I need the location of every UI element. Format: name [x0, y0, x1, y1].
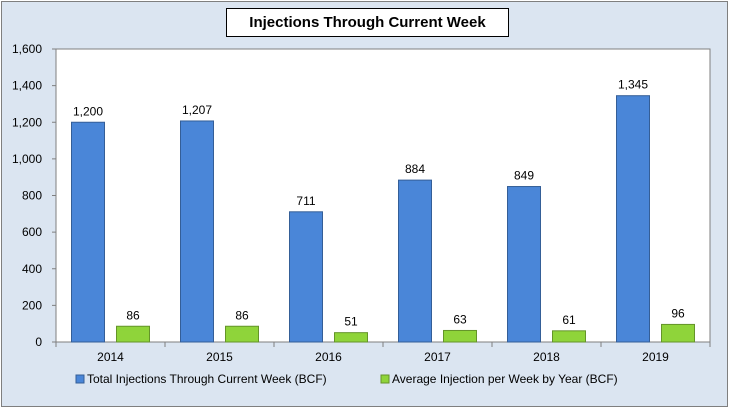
- average-injection-bar: [334, 332, 368, 343]
- total-injection-bar-highlight: [290, 212, 322, 216]
- average-injection-value-label: 96: [671, 306, 685, 320]
- average-injection-bar: [552, 330, 586, 343]
- average-injection-bar: [443, 329, 477, 343]
- average-injection-bar: [661, 323, 695, 343]
- average-injection-value-label: 63: [453, 312, 467, 326]
- average-injection-bar: [225, 325, 259, 343]
- x-tick-label: 2015: [206, 350, 233, 364]
- total-injection-value-label: 711: [296, 194, 315, 208]
- x-tick-label: 2019: [642, 350, 669, 364]
- total-injection-bar: [616, 95, 650, 343]
- y-tick-label: 1,400: [12, 79, 42, 93]
- x-tick-label: 2014: [97, 350, 124, 364]
- average-injection-value-label: 51: [344, 315, 358, 329]
- y-tick-label: 1,000: [12, 152, 42, 166]
- x-tick-label: 2018: [533, 350, 560, 364]
- total-injection-bar: [507, 186, 541, 343]
- total-injection-bar-highlight: [508, 187, 540, 191]
- average-injection-bar-highlight: [444, 331, 476, 335]
- total-injection-value-label: 849: [514, 169, 534, 183]
- total-injection-value-label: 884: [405, 162, 425, 176]
- x-tick-label: 2016: [315, 350, 342, 364]
- total-injection-bar: [398, 179, 432, 343]
- y-tick-label: 600: [22, 225, 42, 239]
- x-tick-label: 2017: [424, 350, 451, 364]
- total-injection-bar: [289, 211, 323, 343]
- legend-label: Total Injections Through Current Week (B…: [87, 372, 327, 386]
- total-injection-bar-highlight: [617, 96, 649, 100]
- average-injection-value-label: 86: [126, 308, 140, 322]
- y-tick-label: 1,600: [12, 42, 42, 56]
- total-injection-bar: [71, 121, 105, 343]
- average-injection-bar-highlight: [117, 327, 149, 331]
- average-injection-bar-highlight: [226, 327, 258, 331]
- plot-area: [55, 48, 711, 343]
- total-injection-value-label: 1,200: [73, 104, 103, 118]
- average-injection-bar-highlight: [335, 333, 367, 337]
- chart-title: Injections Through Current Week: [226, 8, 509, 37]
- y-tick-label: 200: [22, 298, 42, 312]
- total-injection-bar: [180, 120, 214, 343]
- total-injection-value-label: 1,345: [618, 78, 648, 92]
- average-injection-bar-highlight: [553, 331, 585, 335]
- total-injection-value-label: 1,207: [182, 103, 212, 117]
- y-tick-label: 0: [35, 335, 42, 349]
- average-injection-bar: [116, 325, 150, 343]
- average-injection-value-label: 61: [562, 313, 576, 327]
- total-injection-bar-highlight: [399, 181, 431, 185]
- legend-label: Average Injection per Week by Year (BCF): [392, 372, 618, 386]
- legend-swatch: [380, 374, 390, 384]
- total-injection-bar-highlight: [72, 123, 104, 127]
- legend-swatch: [75, 374, 85, 384]
- y-tick-label: 400: [22, 262, 42, 276]
- average-injection-value-label: 86: [235, 308, 249, 322]
- y-tick-label: 1,200: [12, 115, 42, 129]
- total-injection-bar-highlight: [181, 121, 213, 125]
- average-injection-bar-highlight: [662, 325, 694, 329]
- y-tick-label: 800: [22, 189, 42, 203]
